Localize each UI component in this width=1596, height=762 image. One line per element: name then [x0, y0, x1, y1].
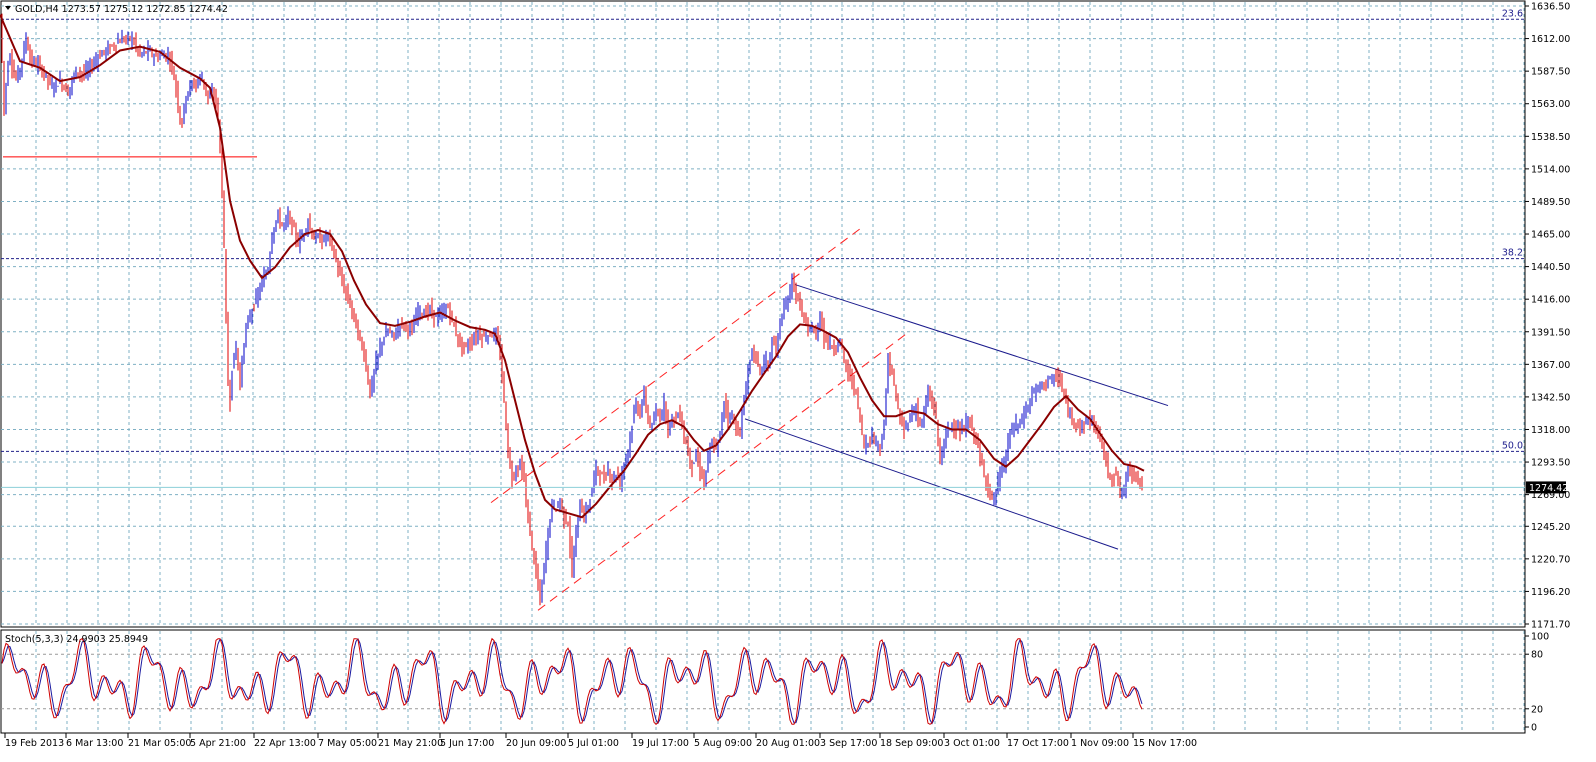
channel-line: [537, 330, 911, 611]
time-tick-label: 19 Jul 17:00: [632, 738, 689, 749]
price-tick-label: 1269.00: [1531, 490, 1570, 501]
moving-average-line: [0, 14, 1145, 519]
stoch-signal-line: [1, 637, 1143, 725]
channel-lines: [490, 226, 1169, 611]
price-tick-label: 1440.50: [1531, 262, 1570, 273]
price-tick-label: 1367.00: [1531, 360, 1570, 371]
time-tick-label: 15 Nov 17:00: [1133, 738, 1197, 749]
time-tick-label: 17 Oct 17:00: [1007, 738, 1069, 749]
price-tick-label: 1245.20: [1531, 522, 1570, 533]
time-tick-label: 18 Sep 09:00: [880, 738, 943, 749]
time-tick-label: 21 May 21:00: [378, 738, 443, 749]
current-price-label: 1274.42: [1529, 483, 1568, 494]
time-tick-label: 7 May 05:00: [318, 738, 377, 749]
price-tick-label: 1489.50: [1531, 197, 1570, 208]
current-price-tag: 1274.42: [1526, 481, 1568, 494]
time-tick-label: 20 Jun 09:00: [506, 738, 566, 749]
stoch-tick-label: 100: [1531, 632, 1549, 643]
price-tick-label: 1465.00: [1531, 230, 1570, 241]
time-tick-label: 5 Jul 01:00: [568, 738, 619, 749]
fibo-level-label: 38.2: [1502, 248, 1523, 259]
channel-line: [794, 284, 1169, 407]
price-tick-label: 1636.50: [1531, 2, 1570, 13]
price-tick-label: 1612.00: [1531, 34, 1570, 45]
symbol-header: GOLD,H4 1273.57 1275.12 1272.85 1274.42: [15, 4, 228, 15]
time-tick-label: 6 Mar 13:00: [66, 738, 123, 749]
time-tick-label: 3 Sep 17:00: [820, 738, 877, 749]
price-bars: [1, 13, 1143, 606]
time-tick-label: 1 Nov 09:00: [1071, 738, 1129, 749]
stochastic-axis: 100 80 20 0: [1525, 632, 1549, 734]
time-tick-label: 3 Oct 01:00: [944, 738, 1000, 749]
price-tick-label: 1342.50: [1531, 392, 1570, 403]
price-tick-label: 1318.00: [1531, 425, 1570, 436]
price-axis: 1636.50 1612.00 1587.50 1563.00 1538.50 1514.…: [1525, 2, 1570, 631]
price-tick-label: 1171.70: [1531, 620, 1570, 631]
time-tick-label: 19 Feb 2013: [5, 738, 64, 749]
fibo-level-label: 50.0: [1502, 440, 1523, 451]
stochastic-header: Stoch(5,3,3) 24.9903 25.8949: [5, 634, 148, 645]
stoch-plot-frame: [0, 629, 1526, 734]
fibonacci-levels: 23.6 38.2 50.0: [1, 8, 1525, 452]
time-tick-label: 22 Apr 13:00: [254, 738, 316, 749]
price-tick-label: 1220.70: [1531, 554, 1570, 565]
time-tick-label: 5 Aug 09:00: [694, 738, 752, 749]
stoch-tick-label: 20: [1531, 704, 1543, 715]
price-tick-label: 1293.50: [1531, 458, 1570, 469]
channel-line: [490, 226, 863, 504]
price-tick-label: 1514.00: [1531, 164, 1570, 175]
price-tick-label: 1391.50: [1531, 327, 1570, 338]
price-tick-label: 1196.20: [1531, 587, 1570, 598]
stoch-main-line: [1, 637, 1143, 725]
fibo-level-label: 23.6: [1502, 8, 1523, 19]
time-tick-label: 5 Apr 21:00: [190, 738, 246, 749]
chart-menu-arrow-icon[interactable]: [5, 6, 11, 10]
time-tick-label: 20 Aug 01:00: [756, 738, 820, 749]
stoch-tick-label: 0: [1531, 723, 1537, 734]
channel-line: [744, 418, 1119, 550]
price-tick-label: 1563.00: [1531, 99, 1570, 110]
price-tick-label: 1587.50: [1531, 67, 1570, 78]
stochastic-oscillator: [1, 637, 1525, 725]
main-plot-frame: [0, 0, 1526, 628]
grid-lines: [1, 2, 1525, 732]
time-tick-label: 5 Jun 17:00: [440, 738, 494, 749]
price-tick-label: 1416.00: [1531, 295, 1570, 306]
time-tick-label: 21 Mar 05:00: [128, 738, 191, 749]
time-axis: 19 Feb 2013 6 Mar 13:00 21 Mar 05:005 Apr …: [4, 733, 1197, 749]
price-tick-label: 1538.50: [1531, 132, 1570, 143]
stoch-tick-label: 80: [1531, 650, 1543, 661]
